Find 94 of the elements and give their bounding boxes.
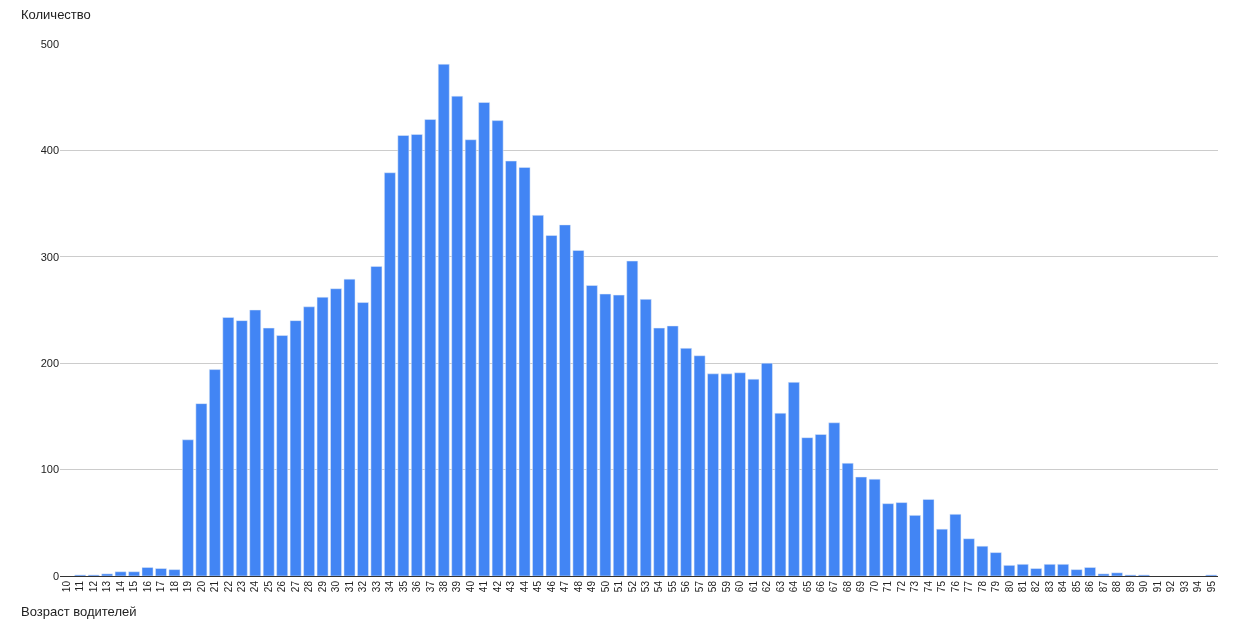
x-tick-label: 80 [1003, 580, 1015, 593]
x-tick-label: 95 [1205, 580, 1217, 593]
x-tick-label: 49 [586, 580, 598, 593]
x-tick-label: 64 [788, 580, 800, 593]
x-tick-label: 13 [101, 580, 113, 593]
x-tick-label: 35 [397, 580, 409, 593]
x-tick-label: 88 [1111, 580, 1123, 593]
x-tick-label: 19 [182, 580, 194, 593]
x-tick-label: 28 [303, 580, 315, 593]
x-tick-label: 86 [1084, 580, 1096, 593]
x-tick-label: 42 [491, 580, 503, 593]
y-tick-label: 400 [40, 144, 59, 157]
x-tick-label: 56 [680, 580, 692, 593]
x-tick-label: 71 [882, 580, 894, 593]
x-tick-label: 79 [990, 580, 1002, 593]
x-tick-label: 65 [801, 580, 813, 593]
x-tick-label: 37 [424, 580, 436, 593]
x-tick-label: 18 [168, 580, 180, 593]
x-tick-label: 12 [87, 580, 99, 593]
x-tick-label: 24 [249, 580, 261, 593]
y-tick-label: 0 [52, 569, 59, 582]
x-tick-label: 23 [236, 580, 248, 593]
x-tick-label: 48 [572, 580, 584, 593]
x-tick-label: 34 [384, 580, 396, 593]
x-tick-label: 52 [626, 580, 638, 593]
x-tick-label: 27 [289, 580, 301, 593]
x-tick-label: 38 [438, 580, 450, 593]
x-tick-label: 14 [114, 580, 126, 593]
x-tick-label: 66 [815, 580, 827, 593]
x-tick-label: 81 [1017, 580, 1029, 593]
x-tick-label: 46 [545, 580, 557, 593]
x-tick-label: 74 [922, 580, 934, 593]
x-tick-label: 30 [330, 580, 342, 593]
x-tick-label: 53 [639, 580, 651, 593]
x-tick-label: 84 [1057, 580, 1069, 593]
x-tick-label: 31 [343, 580, 355, 593]
x-tick-label: 39 [451, 580, 463, 593]
x-axis-title: Возраст водителей [21, 604, 137, 619]
y-tick-label: 100 [40, 463, 59, 476]
x-tick-label: 60 [734, 580, 746, 593]
x-tick-label: 11 [74, 580, 86, 592]
y-tick-label: 200 [40, 357, 59, 370]
x-tick-label: 32 [357, 580, 369, 593]
x-tick-label: 93 [1178, 580, 1190, 593]
x-tick-label: 16 [141, 580, 153, 593]
x-tick-label: 51 [613, 580, 625, 593]
x-tick-label: 47 [559, 580, 571, 593]
x-tick-label: 21 [209, 580, 221, 593]
x-tick-label: 40 [464, 580, 476, 593]
x-tick-label: 17 [155, 580, 167, 593]
x-tick-label: 20 [195, 580, 207, 593]
x-tick-label: 90 [1138, 580, 1150, 593]
x-tick-label: 75 [936, 580, 948, 593]
x-tick-label: 89 [1124, 580, 1136, 593]
x-tick-label: 43 [505, 580, 517, 593]
x-tick-label: 67 [828, 580, 840, 593]
x-tick-label: 58 [707, 580, 719, 593]
x-tick-label: 15 [128, 580, 140, 593]
x-tick-label: 62 [761, 580, 773, 593]
x-tick-label: 25 [262, 580, 274, 593]
x-tick-label: 45 [532, 580, 544, 593]
y-axis-title: Количество [21, 7, 91, 22]
x-tick-label: 63 [774, 580, 786, 593]
y-tick-label: 300 [40, 250, 59, 263]
x-tick-label: 78 [976, 580, 988, 593]
x-tick-label: 76 [949, 580, 961, 593]
x-tick-label: 82 [1030, 580, 1042, 593]
y-tick-label: 500 [40, 37, 59, 50]
x-tick-label: 22 [222, 580, 234, 593]
x-tick-label: 87 [1097, 580, 1109, 593]
x-tick-label: 94 [1192, 580, 1204, 593]
x-tick-label: 91 [1151, 580, 1163, 593]
x-tick-label: 59 [720, 580, 732, 593]
x-tick-label: 36 [411, 580, 423, 593]
x-tick-label: 10 [60, 580, 72, 593]
x-tick-label: 73 [909, 580, 921, 593]
x-tick-label: 50 [599, 580, 611, 593]
x-tick-label: 44 [518, 580, 530, 593]
x-tick-label: 55 [666, 580, 678, 593]
x-tick-label: 72 [895, 580, 907, 593]
x-tick-label: 57 [693, 580, 705, 593]
x-tick-label: 61 [747, 580, 759, 593]
x-tick-label: 70 [868, 580, 880, 593]
x-tick-label: 54 [653, 580, 665, 593]
x-tick-label: 85 [1070, 580, 1082, 593]
x-tick-label: 29 [316, 580, 328, 593]
x-tick-label: 68 [841, 580, 853, 593]
x-tick-label: 33 [370, 580, 382, 593]
x-tick-label: 69 [855, 580, 867, 593]
x-tick-label: 92 [1165, 580, 1177, 593]
x-tick-label: 26 [276, 580, 288, 593]
x-tick-label: 77 [963, 580, 975, 593]
x-tick-label: 41 [478, 580, 490, 593]
x-tick-label: 83 [1043, 580, 1055, 593]
